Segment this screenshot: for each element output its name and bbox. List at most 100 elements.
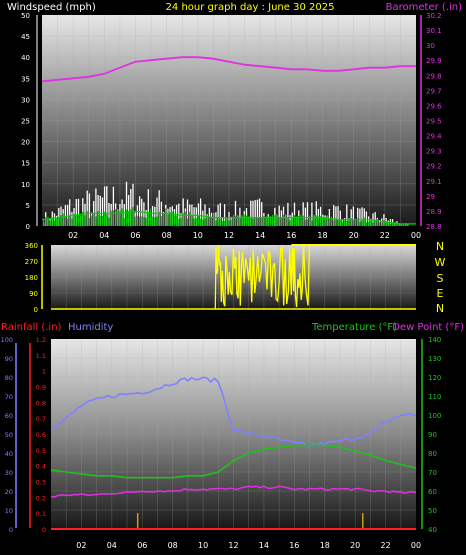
rainfall-axis-tick: 0.8 [36,399,46,407]
chart-date-title: 24 hour graph day : June 30 2025 [166,2,335,13]
humidity-title: Humidity [68,322,113,333]
humidity-axis-tick: 50 [5,431,13,439]
humidity-axis-tick: 60 [5,412,13,420]
wind-axis-tick: 5 [26,202,30,210]
temperature-axis-tick: 40 [428,526,437,534]
temp-x-tick: 04 [107,541,117,550]
temp-x-tick: 16 [289,541,299,550]
temperature-axis-tick: 60 [428,488,437,496]
barometer-axis-tick: 28.9 [426,208,442,216]
humidity-axis-tick: 90 [5,355,13,363]
direction-label-e: E [437,287,444,300]
barometer-axis-tick: 30.2 [426,12,442,20]
barometer-axis-tick: 29.7 [426,87,442,95]
temperature-line [50,444,417,479]
wind-x-tick: 18 [317,231,327,240]
wind-axis-tick: 10 [21,181,30,189]
barometer-axis-tick: 29.9 [426,57,442,65]
temperature-title: Temperature (°F) [311,322,397,333]
rainfall-axis-tick: 0 [42,526,46,534]
wind-x-tick: 12 [224,231,234,240]
wind-axis-tick: 50 [21,12,30,20]
temp-x-tick: 12 [228,541,238,550]
wind-x-tick: 08 [162,231,172,240]
direction-axis-tick: 0 [34,306,38,314]
wind-axis-tick: 30 [21,96,30,104]
rainfall-title: Rainfall (.in) [1,322,62,333]
wind-axis-tick: 40 [21,54,30,62]
temperature-axis-tick: 130 [428,355,441,363]
temp-x-tick: 20 [350,541,360,550]
direction-axis-tick: 90 [29,290,38,298]
direction-label-w: W [435,256,446,269]
direction-labels: N W S E N [435,240,446,315]
barometer-axis-tick: 29.1 [426,178,442,186]
temperature-axis-tick: 50 [428,507,437,515]
rainfall-axis-tick: 0.3 [36,479,46,487]
direction-label-s: S [437,272,444,285]
temp-x-tick: 14 [259,541,269,550]
humidity-line [50,376,417,448]
rainfall-axis-tick: 1 [42,368,46,376]
rainfall-axis-tick: 0.9 [36,384,46,392]
humidity-axis-tick: 20 [5,488,13,496]
barometer-title: Barometer (.in) [386,2,462,13]
wind-axis-tick: 20 [21,139,30,147]
dewpoint-title: Dew Point (°F) [392,322,464,333]
wind-axis-tick: 25 [21,118,30,126]
rainfall-axis-tick: 0.2 [36,494,46,502]
temperature-axis-tick: 100 [428,412,441,420]
temp-x-tick: 22 [381,541,391,550]
temp-x-tick: 02 [76,541,86,550]
wind-axis-tick: 0 [26,223,30,231]
temperature-axis-tick: 120 [428,374,441,382]
wind-x-tick: 00 [411,231,421,240]
wind-x-tick: 04 [99,231,109,240]
direction-axis-tick: 360 [25,242,38,250]
temp-x-tick: 18 [320,541,330,550]
humidity-axis-tick: 10 [5,507,13,515]
temp-x-tick: 00 [411,541,421,550]
wind-axis-tick: 45 [21,33,30,41]
wind-x-tick: 22 [380,231,390,240]
barometer-axis-tick: 29 [426,193,435,201]
temperature-axis-tick: 110 [428,393,441,401]
direction-label-n-bottom: N [436,302,444,315]
temperature-axis-tick: 70 [428,469,437,477]
wind-x-tick: 20 [349,231,359,240]
rainfall-axis-tick: 0.7 [36,415,46,423]
humidity-axis-tick: 80 [5,374,13,382]
temp-x-tick: 08 [168,541,178,550]
barometer-axis-tick: 29.3 [426,148,442,156]
barometer-line [41,56,416,83]
barometer-axis-tick: 28.8 [426,223,442,231]
barometer-axis-tick: 29.5 [426,118,442,126]
direction-axis-tick: 270 [25,258,38,266]
rainfall-axis-tick: 1.1 [36,352,46,360]
wind-x-tick: 06 [130,231,140,240]
wind-title: Windspeed (mph) [7,2,96,13]
direction-label-n-top: N [436,240,444,253]
temperature-axis-tick: 90 [428,431,437,439]
wind-axis-tick: 15 [21,160,30,168]
wind-x-tick: 16 [286,231,296,240]
humidity-axis-tick: 30 [5,469,13,477]
temp-x-tick: 10 [198,541,208,550]
wind-axis-tick: 35 [21,75,30,83]
humidity-axis-tick: 100 [1,336,13,344]
barometer-axis-tick: 29.2 [426,163,442,171]
rainfall-axis-tick: 0.6 [36,431,46,439]
dewpoint-line [50,485,417,498]
direction-axis-tick: 180 [25,274,38,282]
temp-humidity-panel [51,339,416,529]
barometer-axis-tick: 29.8 [426,72,442,80]
wind-x-tick: 10 [193,231,203,240]
wind-x-tick: 14 [255,231,265,240]
wind-x-tick: 02 [68,231,78,240]
humidity-axis-tick: 70 [5,393,13,401]
rainfall-axis-tick: 0.4 [36,463,46,471]
wind-direction-line [214,244,311,310]
barometer-axis-tick: 29.6 [426,102,442,110]
humidity-axis-tick: 40 [5,450,13,458]
